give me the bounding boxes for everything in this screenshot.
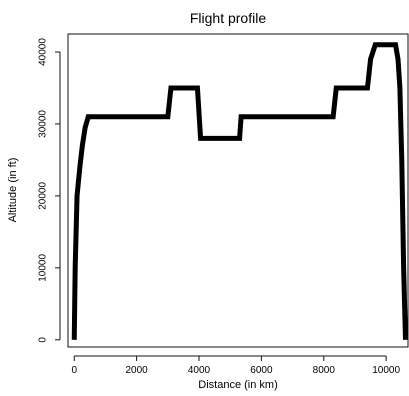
y-tick-label: 0 <box>38 337 49 343</box>
x-tick-label: 2000 <box>125 365 148 376</box>
y-axis: 0 10000 20000 30000 40000 <box>38 38 61 343</box>
y-tick-label: 40000 <box>38 38 49 66</box>
plot-area-frame <box>67 33 409 348</box>
x-axis-label: Distance (in km) <box>198 379 277 391</box>
x-tick-label: 8000 <box>313 365 336 376</box>
flight-profile-series-line <box>71 42 409 340</box>
y-tick-label: 20000 <box>38 182 49 210</box>
x-tick-label: 6000 <box>250 365 273 376</box>
chart-title: Flight profile <box>190 10 266 26</box>
y-tick-label: 30000 <box>38 110 49 138</box>
x-tick-label: 4000 <box>188 365 211 376</box>
series-layer <box>71 42 409 340</box>
x-tick-label: 10000 <box>372 365 400 376</box>
y-tick-label: 10000 <box>38 254 49 282</box>
x-tick-label: 0 <box>71 365 77 376</box>
x-axis: 0 2000 4000 6000 8000 10000 <box>71 355 401 376</box>
y-axis-label: Altitude (in ft) <box>7 158 19 223</box>
